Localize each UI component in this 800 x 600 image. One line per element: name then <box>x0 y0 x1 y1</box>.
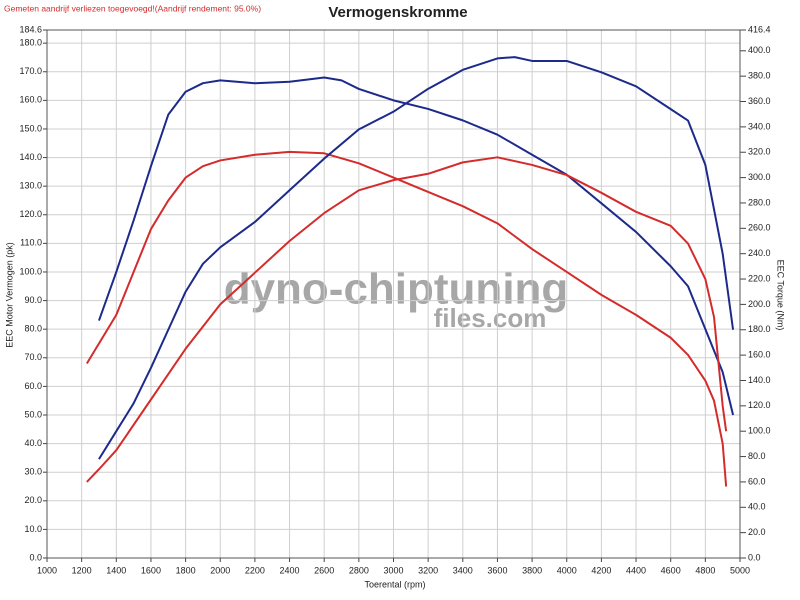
y-tick-label: 180.0 <box>19 38 42 48</box>
y2-tick-label: 360.0 <box>748 96 771 106</box>
line-series <box>85 150 728 487</box>
y-tick-label: 40.0 <box>24 438 42 448</box>
x-tick-label: 3000 <box>383 565 403 575</box>
y-tick-label: 70.0 <box>24 352 42 362</box>
y2-tick-label: 40.0 <box>748 502 766 512</box>
y2-tick-label: 200.0 <box>748 299 771 309</box>
x-tick-label: 1400 <box>106 565 126 575</box>
y2-tick-label: 260.0 <box>748 223 771 233</box>
x-tick-label: 4200 <box>591 565 611 575</box>
y-tick-label: 170.0 <box>19 66 42 76</box>
y2-tick-label: 340.0 <box>748 121 771 131</box>
x-tick-label: 1800 <box>176 565 196 575</box>
y2-tick-label: 240.0 <box>748 248 771 258</box>
y2-tick-label: 120.0 <box>748 400 771 410</box>
y2-tick-label: 300.0 <box>748 172 771 182</box>
y2-tick-label: 320.0 <box>748 147 771 157</box>
y2-tick-label: 280.0 <box>748 197 771 207</box>
note: Gemeten aandrijf verliezen toegevoegd!(A… <box>4 3 261 13</box>
line-series <box>98 56 735 460</box>
y-tick-label: 10.0 <box>24 524 42 534</box>
y-tick-label: 110.0 <box>20 238 42 248</box>
x-tick-label: 2400 <box>280 565 300 575</box>
y2-tick-label: 400.0 <box>748 45 771 55</box>
plot-frame <box>46 29 741 559</box>
y2-tick-label: 60.0 <box>748 476 766 486</box>
y-tick-label: 100.0 <box>19 266 42 276</box>
line-series <box>98 76 735 416</box>
x-tick-label: 4000 <box>557 565 577 575</box>
x-tick-label: 4800 <box>695 565 715 575</box>
y2-axis-label: EEC Torque (Nm) <box>776 260 786 331</box>
y-tick-label: 184.6 <box>19 24 42 34</box>
watermark: files.com <box>434 303 547 333</box>
y2-tick-label: 100.0 <box>748 426 771 436</box>
y-tick-label: 20.0 <box>24 495 42 505</box>
x-tick-label: 2200 <box>245 565 265 575</box>
watermark: dyno-chiptuning <box>224 265 569 314</box>
y2-tick-label: 380.0 <box>748 71 771 81</box>
x-tick-label: 3400 <box>453 565 473 575</box>
x-tick-label: 2800 <box>349 565 369 575</box>
y-axis-label: EEC Motor Vermogen (pk) <box>4 242 14 348</box>
x-tick-label: 3800 <box>522 565 542 575</box>
x-axis-label: Toerental (rpm) <box>364 579 425 589</box>
x-tick-label: 4400 <box>626 565 646 575</box>
x-tick-label: 1000 <box>37 565 57 575</box>
y-tick-label: 30.0 <box>24 467 42 477</box>
y2-tick-label: 80.0 <box>748 451 766 461</box>
y-tick-label: 90.0 <box>24 295 42 305</box>
x-tick-label: 2600 <box>314 565 334 575</box>
y-tick-label: 150.0 <box>19 123 42 133</box>
y2-tick-label: 140.0 <box>748 375 771 385</box>
y2-tick-label: 160.0 <box>748 349 771 359</box>
y-tick-label: 50.0 <box>24 409 42 419</box>
y-tick-label: 160.0 <box>19 95 42 105</box>
y-tick-label: 120.0 <box>19 209 42 219</box>
y2-tick-label: 220.0 <box>748 273 771 283</box>
y-tick-label: 0.0 <box>29 552 42 562</box>
x-tick-label: 3200 <box>418 565 438 575</box>
y-tick-label: 140.0 <box>19 152 42 162</box>
y2-tick-label: 0.0 <box>748 552 761 562</box>
x-tick-label: 2000 <box>210 565 230 575</box>
y-tick-label: 80.0 <box>24 324 42 334</box>
chart-title: Vermogenskromme <box>328 4 467 21</box>
y-tick-label: 60.0 <box>24 381 42 391</box>
y2-tick-label: 416.4 <box>748 24 771 34</box>
y2-tick-label: 180.0 <box>748 324 771 334</box>
x-tick-label: 4600 <box>661 565 681 575</box>
x-tick-label: 1200 <box>72 565 92 575</box>
x-tick-label: 5000 <box>730 565 750 575</box>
line-series <box>86 156 728 483</box>
y-tick-label: 130.0 <box>19 181 42 191</box>
y2-tick-label: 20.0 <box>748 527 766 537</box>
x-tick-label: 1600 <box>141 565 161 575</box>
x-tick-label: 3600 <box>487 565 507 575</box>
